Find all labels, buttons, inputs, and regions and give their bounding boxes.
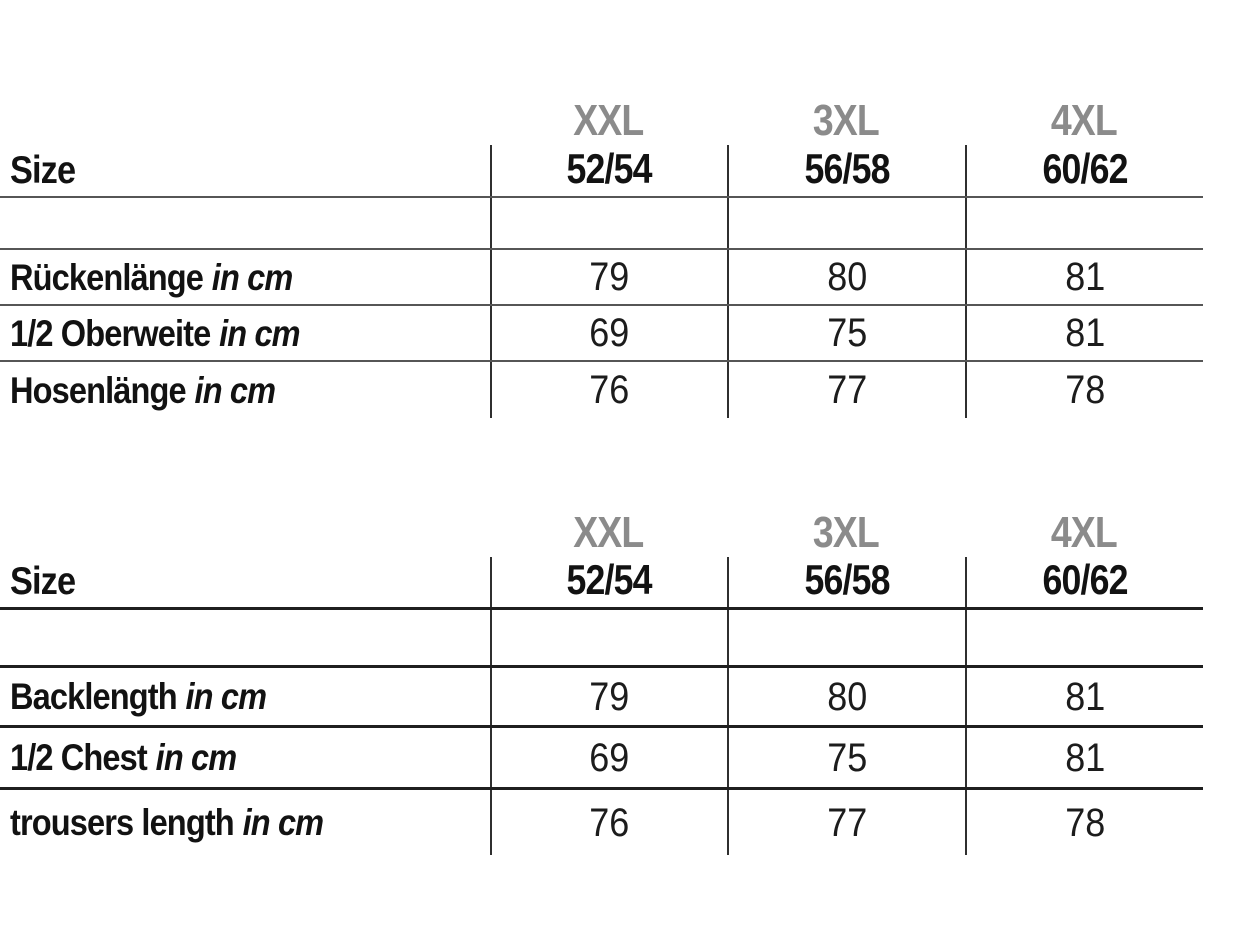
measurement-label: trousers length [10, 802, 235, 843]
value-cell: 76 [589, 368, 630, 412]
value-cell: 76 [589, 800, 630, 845]
empty-row [0, 198, 1203, 250]
value-cell: 77 [826, 800, 868, 845]
value-cell: 79 [589, 255, 630, 299]
size-group-header: XXL [573, 96, 644, 145]
size-group-header: 3XL [812, 96, 880, 145]
measurement-unit: in cm [242, 802, 325, 843]
measurement-label: Rückenlänge [10, 256, 204, 298]
size-range-header: 60/62 [1042, 145, 1128, 192]
table-row: Backlength in cm 79 80 81 [0, 668, 1203, 728]
table-row: Rückenlänge in cm 79 80 81 [0, 250, 1203, 306]
measurement-label: 1/2 Oberweite [10, 312, 211, 354]
value-cell: 81 [1064, 674, 1106, 719]
measurement-unit: in cm [211, 256, 294, 298]
value-cell: 81 [1064, 255, 1106, 299]
table-row: trousers length in cm 76 77 78 [0, 790, 1203, 855]
size-range-header-row: Size 52/54 56/58 60/62 [0, 145, 1203, 198]
measurement-unit: in cm [185, 676, 268, 717]
size-column-title: Size [10, 149, 76, 192]
value-cell: 75 [826, 311, 868, 355]
size-range-header: 56/58 [804, 556, 890, 603]
table-row: Hosenlänge in cm 76 77 78 [0, 362, 1203, 418]
size-range-header: 52/54 [566, 556, 653, 603]
value-cell: 79 [589, 674, 630, 719]
measurement-label: Hosenlänge [10, 369, 187, 411]
measurement-unit: in cm [194, 369, 277, 411]
value-cell: 80 [826, 674, 868, 719]
value-cell: 77 [826, 368, 868, 412]
size-range-header: 60/62 [1042, 556, 1128, 603]
size-group-header: XXL [573, 508, 644, 557]
size-group-header: 3XL [812, 508, 880, 557]
value-cell: 69 [589, 311, 630, 355]
size-group-header-row: XXL 3XL 4XL [0, 505, 1203, 557]
size-table-german: XXL 3XL 4XL Size 52/54 56/58 60/62 Rücke… [0, 95, 1203, 418]
measurement-label: 1/2 Chest [10, 737, 148, 778]
size-group-header: 4XL [1050, 96, 1118, 145]
size-range-header-row: Size 52/54 56/58 60/62 [0, 557, 1203, 610]
measurement-unit: in cm [219, 312, 301, 354]
value-cell: 81 [1064, 735, 1106, 780]
value-cell: 81 [1064, 311, 1106, 355]
empty-row [0, 610, 1203, 668]
size-range-header: 56/58 [804, 145, 890, 192]
size-column-title: Size [10, 560, 76, 603]
value-cell: 69 [589, 735, 630, 780]
value-cell: 78 [1064, 800, 1106, 845]
value-cell: 75 [826, 735, 868, 780]
value-cell: 80 [826, 255, 868, 299]
value-cell: 78 [1064, 368, 1106, 412]
measurement-unit: in cm [155, 737, 238, 778]
table-row: 1/2 Chest in cm 69 75 81 [0, 728, 1203, 790]
measurement-label: Backlength [10, 676, 178, 717]
size-group-header-row: XXL 3XL 4XL [0, 95, 1203, 145]
table-row: 1/2 Oberweite in cm 69 75 81 [0, 306, 1203, 362]
size-range-header: 52/54 [566, 145, 653, 192]
size-table-english: XXL 3XL 4XL Size 52/54 56/58 60/62 Backl… [0, 505, 1203, 855]
size-group-header: 4XL [1050, 508, 1118, 557]
